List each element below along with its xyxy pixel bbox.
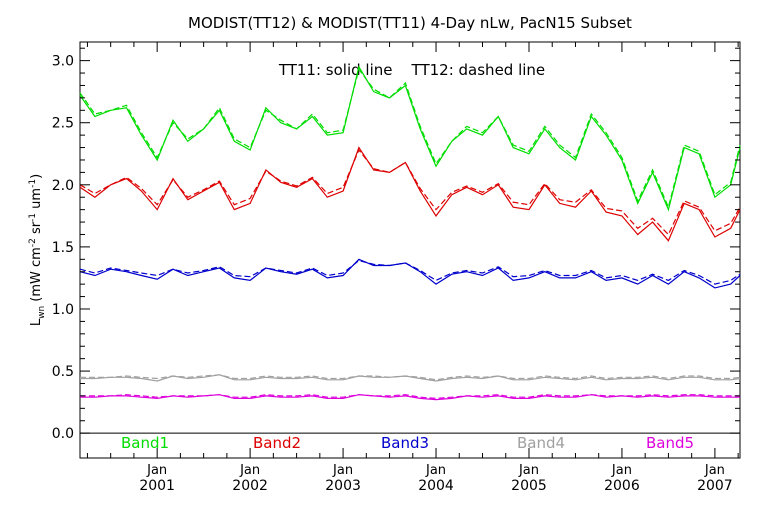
y-tick-label: 0.0: [52, 426, 74, 442]
x-tick-year: 2005: [511, 478, 547, 494]
line-tt12-band1: [79, 67, 741, 210]
x-tick-year: 2003: [325, 478, 361, 494]
x-tick-month: Jan: [332, 463, 353, 478]
line-tt12-band3: [79, 259, 741, 285]
x-tick-month: Jan: [239, 463, 260, 478]
legend-band1: Band1: [121, 434, 169, 452]
x-tick-month: Jan: [146, 463, 167, 478]
x-tick-year: 2002: [232, 478, 268, 494]
series-band4: [80, 374, 741, 382]
x-tick-month: Jan: [611, 463, 632, 478]
y-tick-label: 2.0: [52, 178, 74, 194]
y-tick-label: 1.0: [52, 302, 74, 318]
y-axis: 0.0 0.5 1.0 1.5 2.0 2.5 3.0: [52, 47, 740, 442]
line-tt12-band4: [80, 374, 741, 381]
x-tick-year: 2001: [139, 478, 175, 494]
x-tick-year: 2006: [604, 478, 640, 494]
y-tick-label: 1.5: [52, 240, 74, 256]
legend-band3: Band3: [381, 434, 429, 452]
line-tt11-band5: [80, 394, 740, 401]
line-tt11-band4: [80, 374, 741, 382]
x-tick-year: 2007: [697, 478, 733, 494]
y-tick-label: 0.5: [52, 364, 74, 380]
y-axis-label: Lwn (mW cm-2 sr-1 um-1): [28, 174, 47, 326]
line-tt11-band1: [79, 65, 741, 212]
x-tick-month: Jan: [518, 463, 539, 478]
legend: Band1 Band2 Band3 Band4 Band5: [121, 434, 694, 452]
plot-frame: [79, 41, 741, 459]
y-tick-label: 2.5: [52, 116, 74, 132]
series-layer: [79, 65, 741, 401]
line-tt12-band2: [79, 148, 741, 236]
x-tick-year: 2004: [418, 478, 454, 494]
series-band2: [79, 146, 741, 242]
legend-band2: Band2: [253, 434, 301, 452]
series-band1: [79, 65, 741, 212]
line-tt11-band3: [79, 258, 741, 289]
y-axis-label-text: Lwn (mW cm-2 sr-1 um-1): [28, 174, 47, 326]
chart-title: MODIST(TT12) & MODIST(TT11) 4-Day nLw, P…: [188, 14, 632, 32]
x-axis: Jan2001Jan2002Jan2003Jan2004Jan2005Jan20…: [86, 42, 739, 494]
legend-band4: Band4: [517, 434, 565, 452]
line-tt11-band2: [79, 146, 741, 242]
series-band3: [79, 258, 741, 289]
y-tick-label: 3.0: [52, 54, 74, 70]
legend-band5: Band5: [646, 434, 694, 452]
x-tick-month: Jan: [425, 463, 446, 478]
annotation: TT11: solid line TT12: dashed line: [278, 61, 545, 79]
line-tt12-band5: [80, 394, 740, 400]
x-tick-month: Jan: [704, 463, 725, 478]
series-band5: [80, 394, 740, 401]
